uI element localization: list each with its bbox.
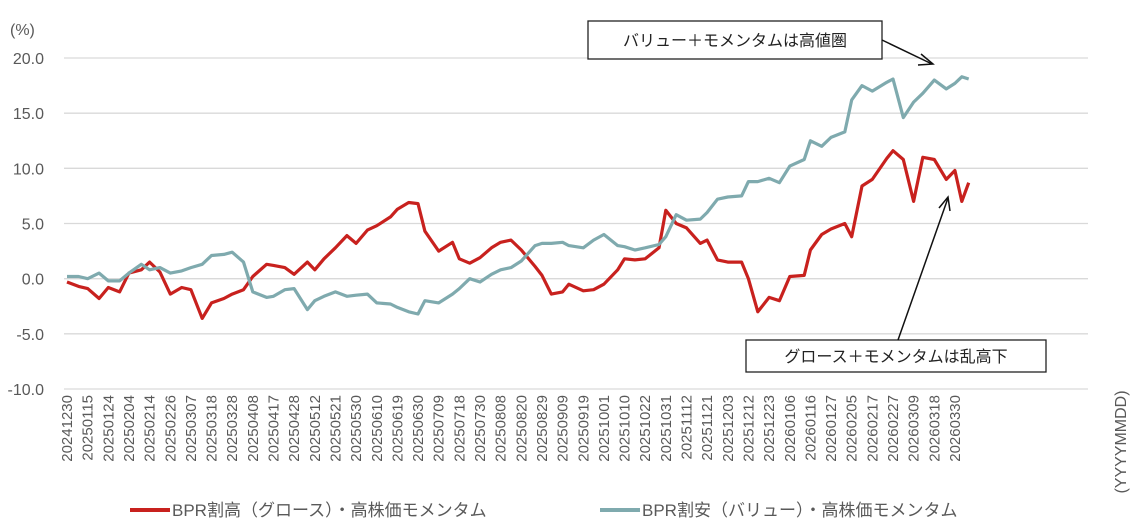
y-tick-label: 15.0: [13, 106, 44, 123]
x-tick-label: 20250307: [183, 395, 200, 462]
legend: BPR割高（グロース）・高株価モメンタム BPR割安（バリュー）・高株価モメンタ…: [130, 501, 957, 520]
y-tick-label: 10.0: [13, 161, 44, 178]
annotation-growth: グロース＋モメンタムは乱高下: [745, 195, 1047, 373]
x-tick-label: 20250408: [245, 395, 262, 462]
x-tick-label: 20250919: [575, 395, 592, 462]
x-tick-label: 20251001: [596, 395, 613, 462]
series-line-growth: [66, 149, 971, 320]
x-tick-label: 20250318: [204, 395, 221, 462]
legend-label-growth: BPR割高（グロース）・高株価モメンタム: [172, 501, 487, 520]
y-axis-unit-label: (%): [10, 22, 35, 39]
x-tick-label: 20260309: [906, 395, 923, 462]
x-tick-label: 20250214: [142, 395, 159, 462]
x-tick-label: 20250619: [389, 395, 406, 462]
annotation-box: [745, 339, 1047, 373]
annotation-arrow: [881, 39, 933, 65]
x-tick-label: 20260106: [782, 395, 799, 462]
x-tick-label: 20250328: [224, 395, 241, 462]
y-tick-label: 5.0: [22, 217, 44, 234]
x-tick-label: 20250512: [307, 395, 324, 462]
x-tick-label: 20250730: [472, 395, 489, 462]
x-tick-label: 20250521: [327, 395, 344, 462]
x-tick-label: 20250820: [513, 395, 530, 462]
x-tick-label: 20260318: [926, 395, 943, 462]
x-tick-label: 20260116: [802, 395, 819, 461]
annotation-text: バリュー＋モメンタムは高値圏: [623, 32, 847, 50]
x-tick-label: 20250709: [431, 395, 448, 462]
x-tick-label: 20250124: [100, 395, 117, 462]
series-lines: [66, 75, 971, 320]
y-axis-ticks: 20.0 15.0 10.0 5.0 0.0 -5.0 -10.0: [8, 51, 45, 399]
x-tick-label: 20260330: [947, 395, 964, 462]
x-tick-label: 20260127: [823, 395, 840, 462]
x-tick-label: 20250204: [121, 395, 138, 462]
x-tick-label: 20250417: [266, 395, 283, 462]
x-tick-label: 20250115: [80, 395, 97, 461]
x-tick-label: 20250630: [410, 395, 427, 462]
x-tick-label: 20251223: [761, 395, 778, 462]
annotation-value: バリュー＋モメンタムは高値圏: [587, 20, 935, 66]
x-axis-unit-label: (YYYYMMDD): [1113, 390, 1130, 493]
x-tick-label: 20250610: [369, 395, 386, 462]
y-tick-label: 20.0: [13, 51, 44, 68]
annotation-text: グロース＋モメンタムは乱高下: [784, 348, 1007, 366]
y-tick-label: -5.0: [16, 327, 44, 344]
x-tick-label: 20250909: [555, 395, 572, 462]
gridlines: [64, 57, 1088, 390]
x-tick-label: 20251203: [720, 395, 737, 462]
x-axis-ticks: 20241230 20250115 20250124 20250204 20250214…: [59, 395, 964, 462]
x-tick-label: 20251112: [679, 395, 696, 460]
x-tick-label: 20250718: [451, 395, 468, 462]
x-tick-label: 20260205: [844, 395, 861, 462]
x-tick-label: 20251212: [740, 395, 757, 462]
x-tick-label: 20250428: [286, 395, 303, 462]
x-tick-label: 20250808: [493, 395, 510, 462]
x-tick-label: 20250226: [162, 395, 179, 462]
y-tick-label: 0.0: [22, 272, 44, 289]
y-tick-label: -10.0: [8, 382, 45, 399]
x-tick-label: 20250829: [534, 395, 551, 462]
arrowhead-icon: [938, 195, 951, 212]
x-tick-label: 20251031: [658, 395, 675, 462]
x-tick-label: 20260217: [864, 395, 881, 462]
legend-label-value: BPR割安（バリュー）・高株価モメンタム: [642, 501, 957, 520]
x-tick-label: 20251022: [637, 395, 654, 462]
x-tick-label: 20251010: [617, 395, 634, 462]
arrowhead-icon: [917, 53, 935, 66]
series-line-value: [67, 75, 970, 316]
annotation-arrow: [897, 197, 949, 341]
x-tick-label: 20260227: [885, 395, 902, 462]
x-tick-label: 20250530: [348, 395, 365, 462]
x-tick-label: 20251121: [699, 395, 716, 461]
x-tick-label: 20241230: [59, 395, 76, 462]
